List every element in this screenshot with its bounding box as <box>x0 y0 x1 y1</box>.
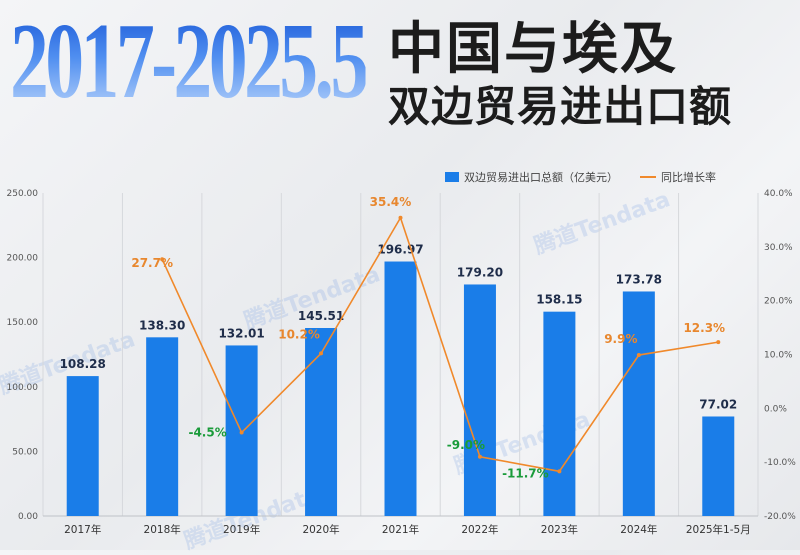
bar-value-label: 77.02 <box>699 397 737 411</box>
bar-value-label: 138.30 <box>139 318 185 332</box>
growth-value-label: 27.7% <box>131 256 173 270</box>
bar-value-label: 158.15 <box>536 293 582 307</box>
bar-value-label: 108.28 <box>60 357 106 371</box>
growth-point <box>557 469 562 474</box>
growth-point <box>319 351 324 356</box>
y2-tick-label: 10.0% <box>764 351 793 361</box>
bar <box>305 328 338 516</box>
y-tick-label: 100.00 <box>7 383 39 393</box>
growth-value-label: 12.3% <box>683 321 725 335</box>
bar <box>146 337 179 516</box>
y2-tick-label: 40.0% <box>764 189 793 199</box>
bar <box>702 416 735 516</box>
growth-point <box>239 430 244 435</box>
y-tick-label: 200.00 <box>7 254 39 264</box>
bar <box>543 311 576 516</box>
bar <box>463 284 496 516</box>
growth-point <box>636 353 641 358</box>
y-tick-label: 50.00 <box>12 447 38 457</box>
bar <box>384 261 417 516</box>
bar-value-label: 132.01 <box>218 326 264 340</box>
growth-value-label: 9.9% <box>604 332 637 346</box>
growth-point <box>716 340 721 345</box>
y2-tick-label: 20.0% <box>764 297 793 307</box>
growth-value-label: 10.2% <box>278 327 320 341</box>
x-tick-label: 2019年 <box>223 523 260 536</box>
growth-line <box>161 215 719 473</box>
header: 2017-2025.5 中国与埃及 双边贸易进出口额 <box>0 0 800 170</box>
y-tick-label: 150.00 <box>7 318 39 328</box>
bar <box>622 291 655 516</box>
x-tick-label: 2021年 <box>382 523 419 536</box>
chart-legend: 双边贸易进出口总额（亿美元） 同比增长率 <box>445 169 716 185</box>
bar-value-label: 145.51 <box>298 309 344 323</box>
bar-value-label: 179.20 <box>457 265 503 279</box>
legend-line-label: 同比增长率 <box>661 171 716 184</box>
x-tick-label: 2025年1-5月 <box>686 523 751 536</box>
x-tick-label: 2017年 <box>64 523 101 536</box>
y2-tick-label: -10.0% <box>764 458 796 468</box>
legend-bar-label: 双边贸易进出口总额（亿美元） <box>464 171 618 184</box>
title-line-2: 双边贸易进出口额 <box>388 82 733 131</box>
x-tick-label: 2022年 <box>461 523 498 536</box>
x-tick-label: 2020年 <box>302 523 339 536</box>
growth-point <box>477 454 482 459</box>
growth-value-label: -11.7% <box>502 466 549 480</box>
growth-value-label: -4.5% <box>188 426 226 440</box>
x-tick-label: 2023年 <box>541 523 578 536</box>
y2-tick-label: -20.0% <box>764 512 796 522</box>
y2-tick-label: 0.0% <box>764 404 787 414</box>
y-tick-label: 0.00 <box>18 512 38 522</box>
x-tick-label: 2018年 <box>144 523 181 536</box>
x-tick-label: 2024年 <box>620 523 657 536</box>
growth-value-label: 35.4% <box>370 195 412 209</box>
bar-value-label: 173.78 <box>616 272 662 286</box>
year-range-title: 2017-2025.5 <box>10 2 369 121</box>
y2-tick-label: 30.0% <box>764 243 793 253</box>
growth-value-label: -9.0% <box>447 438 485 452</box>
growth-point <box>160 257 165 262</box>
title-line-1: 中国与埃及 <box>388 17 678 82</box>
growth-point <box>398 215 403 220</box>
bar <box>66 376 99 516</box>
title-block: 中国与埃及 双边贸易进出口额 <box>388 22 732 128</box>
legend-line-swatch <box>640 176 656 178</box>
legend-bar-swatch <box>445 172 459 182</box>
y-tick-label: 250.00 <box>7 189 39 199</box>
